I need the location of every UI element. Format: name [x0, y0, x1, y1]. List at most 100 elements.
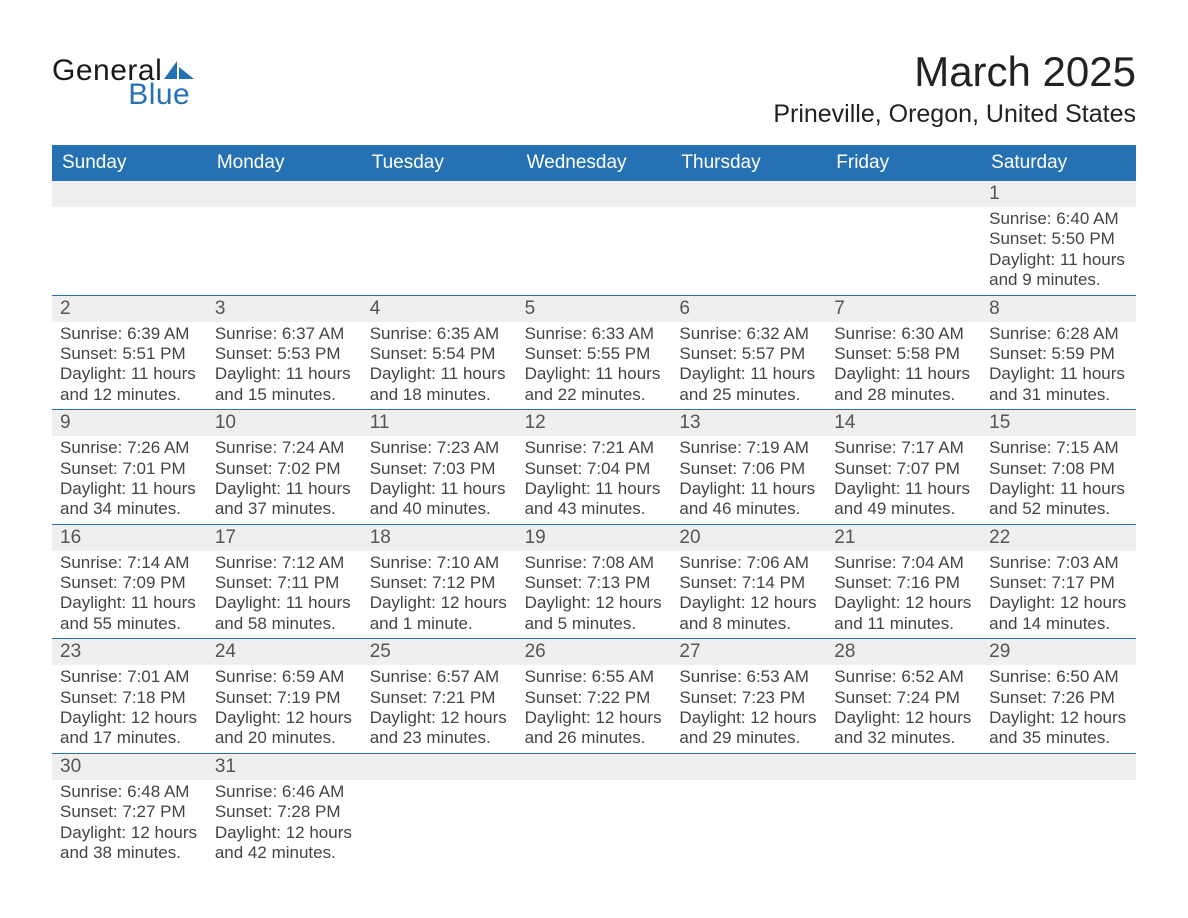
day-number	[671, 181, 826, 207]
week-daynum-row: 16171819202122	[52, 524, 1136, 551]
day-detail	[671, 780, 826, 868]
daylight-line: Daylight: 11 hours and 58 minutes.	[215, 593, 354, 634]
day-detail: Sunrise: 6:50 AMSunset: 7:26 PMDaylight:…	[981, 665, 1136, 753]
day-detail	[207, 207, 362, 295]
day-number: 14	[826, 410, 981, 436]
daylight-line: Daylight: 12 hours and 1 minute.	[370, 593, 509, 634]
sunrise-line: Sunrise: 6:50 AM	[989, 667, 1128, 687]
sunrise-line: Sunrise: 6:32 AM	[679, 324, 818, 344]
day-number: 31	[207, 754, 362, 780]
day-number: 5	[517, 296, 672, 322]
daylight-line: Daylight: 12 hours and 32 minutes.	[834, 708, 973, 749]
day-detail: Sunrise: 7:23 AMSunset: 7:03 PMDaylight:…	[362, 436, 517, 524]
sunrise-line: Sunrise: 7:21 AM	[525, 438, 664, 458]
day-detail: Sunrise: 6:48 AMSunset: 7:27 PMDaylight:…	[52, 780, 207, 868]
day-number: 12	[517, 410, 672, 436]
daylight-line: Daylight: 11 hours and 28 minutes.	[834, 364, 973, 405]
sunrise-line: Sunrise: 6:39 AM	[60, 324, 199, 344]
week-daynum-row: 1	[52, 181, 1136, 207]
day-number: 9	[52, 410, 207, 436]
sunset-line: Sunset: 7:16 PM	[834, 573, 973, 593]
day-detail	[826, 780, 981, 868]
sunrise-line: Sunrise: 6:37 AM	[215, 324, 354, 344]
daylight-line: Daylight: 11 hours and 37 minutes.	[215, 479, 354, 520]
day-number: 28	[826, 639, 981, 665]
day-detail: Sunrise: 6:55 AMSunset: 7:22 PMDaylight:…	[517, 665, 672, 753]
sunrise-line: Sunrise: 7:17 AM	[834, 438, 973, 458]
day-number: 2	[52, 296, 207, 322]
week-detail-row: Sunrise: 6:48 AMSunset: 7:27 PMDaylight:…	[52, 780, 1136, 868]
sunset-line: Sunset: 7:24 PM	[834, 688, 973, 708]
week-detail-row: Sunrise: 7:26 AMSunset: 7:01 PMDaylight:…	[52, 436, 1136, 524]
calendar-header-row: SundayMondayTuesdayWednesdayThursdayFrid…	[52, 145, 1136, 181]
sunrise-line: Sunrise: 6:35 AM	[370, 324, 509, 344]
sunset-line: Sunset: 5:59 PM	[989, 344, 1128, 364]
week-daynum-row: 23242526272829	[52, 638, 1136, 665]
daylight-line: Daylight: 12 hours and 26 minutes.	[525, 708, 664, 749]
sunset-line: Sunset: 7:11 PM	[215, 573, 354, 593]
sunrise-line: Sunrise: 7:06 AM	[679, 553, 818, 573]
day-number: 23	[52, 639, 207, 665]
day-number: 16	[52, 525, 207, 551]
sunrise-line: Sunrise: 6:28 AM	[989, 324, 1128, 344]
daylight-line: Daylight: 11 hours and 9 minutes.	[989, 250, 1128, 291]
daylight-line: Daylight: 11 hours and 52 minutes.	[989, 479, 1128, 520]
day-number: 6	[671, 296, 826, 322]
header-row: General Blue March 2025 Prineville, Oreg…	[52, 48, 1136, 139]
day-detail: Sunrise: 6:57 AMSunset: 7:21 PMDaylight:…	[362, 665, 517, 753]
day-number	[826, 181, 981, 207]
sunset-line: Sunset: 5:51 PM	[60, 344, 199, 364]
day-detail: Sunrise: 6:52 AMSunset: 7:24 PMDaylight:…	[826, 665, 981, 753]
day-detail	[362, 207, 517, 295]
daylight-line: Daylight: 11 hours and 34 minutes.	[60, 479, 199, 520]
day-detail: Sunrise: 7:14 AMSunset: 7:09 PMDaylight:…	[52, 551, 207, 639]
day-detail	[52, 207, 207, 295]
sunset-line: Sunset: 7:08 PM	[989, 459, 1128, 479]
title-block: March 2025 Prineville, Oregon, United St…	[773, 48, 1136, 139]
day-number: 30	[52, 754, 207, 780]
week-detail-row: Sunrise: 6:39 AMSunset: 5:51 PM Daylight:…	[52, 322, 1136, 410]
day-number: 17	[207, 525, 362, 551]
sunrise-line: Sunrise: 7:12 AM	[215, 553, 354, 573]
day-number	[362, 754, 517, 780]
sunrise-line: Sunrise: 7:01 AM	[60, 667, 199, 687]
day-number: 18	[362, 525, 517, 551]
daylight-line: Daylight: 11 hours and 15 minutes.	[215, 364, 354, 405]
day-detail	[826, 207, 981, 295]
sunrise-line: Sunrise: 7:15 AM	[989, 438, 1128, 458]
day-number: 11	[362, 410, 517, 436]
day-detail: Sunrise: 7:06 AMSunset: 7:14 PMDaylight:…	[671, 551, 826, 639]
brand-logo: General Blue	[52, 56, 196, 110]
day-header: Saturday	[981, 145, 1136, 181]
daylight-line: Daylight: 12 hours and 23 minutes.	[370, 708, 509, 749]
sunrise-line: Sunrise: 6:40 AM	[989, 209, 1128, 229]
sunset-line: Sunset: 7:09 PM	[60, 573, 199, 593]
day-detail	[517, 780, 672, 868]
day-detail: Sunrise: 7:10 AMSunset: 7:12 PMDaylight:…	[362, 551, 517, 639]
sunrise-line: Sunrise: 6:55 AM	[525, 667, 664, 687]
day-detail: Sunrise: 7:19 AMSunset: 7:06 PMDaylight:…	[671, 436, 826, 524]
day-number: 19	[517, 525, 672, 551]
day-number: 10	[207, 410, 362, 436]
day-number	[207, 181, 362, 207]
sunset-line: Sunset: 7:04 PM	[525, 459, 664, 479]
sunset-line: Sunset: 5:50 PM	[989, 229, 1128, 249]
day-number: 8	[981, 296, 1136, 322]
day-detail	[362, 780, 517, 868]
page: General Blue March 2025 Prineville, Oreg…	[0, 0, 1188, 867]
sunrise-line: Sunrise: 6:59 AM	[215, 667, 354, 687]
daylight-line: Daylight: 12 hours and 17 minutes.	[60, 708, 199, 749]
day-number	[981, 754, 1136, 780]
day-detail: Sunrise: 6:59 AMSunset: 7:19 PMDaylight:…	[207, 665, 362, 753]
daylight-line: Daylight: 12 hours and 35 minutes.	[989, 708, 1128, 749]
sunset-line: Sunset: 7:21 PM	[370, 688, 509, 708]
day-detail: Sunrise: 6:35 AMSunset: 5:54 PMDaylight:…	[362, 322, 517, 410]
daylight-line: Daylight: 11 hours and 43 minutes.	[525, 479, 664, 520]
sunset-line: Sunset: 5:55 PM	[525, 344, 664, 364]
sunset-line: Sunset: 7:19 PM	[215, 688, 354, 708]
sunrise-line: Sunrise: 7:19 AM	[679, 438, 818, 458]
day-number	[517, 754, 672, 780]
week-daynum-row: 3031	[52, 753, 1136, 780]
day-number: 7	[826, 296, 981, 322]
sunrise-line: Sunrise: 6:30 AM	[834, 324, 973, 344]
